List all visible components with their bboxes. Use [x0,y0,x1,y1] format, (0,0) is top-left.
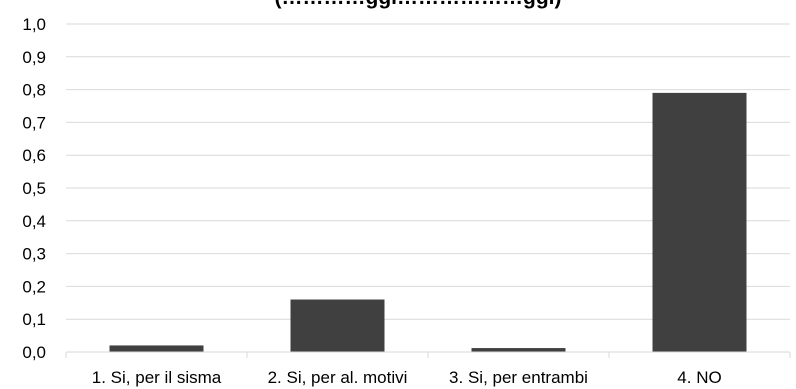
bar [652,92,747,352]
y-tick-label: 0,5 [22,179,46,198]
y-tick-label: 0,3 [22,245,46,264]
x-axis [65,351,791,358]
y-tick-label: 0,1 [22,310,46,329]
bar [109,345,204,352]
x-tick-label: 1. Si, per il sisma [92,368,222,387]
x-tick-label: 3. Si, per entrambi [449,368,588,387]
y-tick-label: 0,4 [22,212,46,231]
x-tick-label: 4. NO [677,368,721,387]
y-tick-label: 0,0 [22,343,46,362]
bar [471,348,566,352]
y-tick-label: 0,9 [22,48,46,67]
gridlines [66,23,790,320]
y-tick-label: 1,0 [22,15,46,34]
x-tick-label: 2. Si, per al. motivi [268,368,408,387]
y-tick-label: 0,7 [22,113,46,132]
y-tick-label: 0,2 [22,277,46,296]
y-tick-label: 0,8 [22,81,46,100]
x-tick-labels: 1. Si, per il sisma 2. Si, per al. motivi… [92,368,722,387]
y-tick-labels: 0,0 0,1 0,2 0,3 0,4 0,5 0,6 0,7 0,8 0,9 1,0 [22,15,46,362]
bars [109,92,747,352]
chart-title: (…………ggi………………ggi) [275,0,562,9]
bar [290,299,385,352]
y-tick-label: 0,6 [22,146,46,165]
